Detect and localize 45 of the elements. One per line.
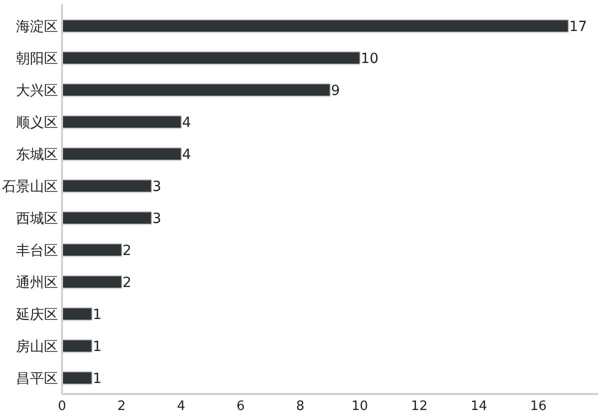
y-tick-label: 大兴区 xyxy=(16,83,58,99)
data-label: 3 xyxy=(152,211,162,227)
data-label: 10 xyxy=(360,51,379,67)
bar xyxy=(62,372,92,384)
y-tick-label: 石景山区 xyxy=(2,179,58,195)
data-label: 2 xyxy=(122,243,132,259)
y-tick-label: 房山区 xyxy=(16,339,58,355)
data-label: 1 xyxy=(92,339,102,355)
data-label: 4 xyxy=(182,147,192,163)
data-label: 1 xyxy=(92,307,102,323)
bar xyxy=(62,116,182,128)
x-tick-label: 0 xyxy=(58,399,66,413)
bar xyxy=(62,148,182,160)
bar xyxy=(62,276,122,288)
y-tick-label: 朝阳区 xyxy=(16,51,58,67)
y-tick-label: 通州区 xyxy=(16,275,58,291)
bar xyxy=(62,84,330,96)
y-tick-label: 东城区 xyxy=(16,147,58,163)
data-label: 17 xyxy=(569,19,588,35)
x-tick-label: 16 xyxy=(530,399,547,413)
x-tick-label: 14 xyxy=(470,399,488,413)
y-tick-label: 延庆区 xyxy=(15,307,58,323)
bar xyxy=(62,244,122,256)
bar xyxy=(62,340,92,352)
y-tick-label: 丰台区 xyxy=(16,243,58,259)
x-tick-label: 4 xyxy=(176,399,186,413)
bar xyxy=(62,52,360,64)
y-tick-label: 昌平区 xyxy=(16,371,58,387)
data-label: 4 xyxy=(182,115,192,131)
bar xyxy=(62,212,152,224)
y-tick-label: 西城区 xyxy=(16,211,58,227)
data-label: 9 xyxy=(331,83,340,99)
x-tick-label: 12 xyxy=(411,399,428,413)
x-tick-label: 2 xyxy=(117,399,126,413)
x-tick-label: 8 xyxy=(296,399,304,413)
bar xyxy=(62,20,569,32)
x-tick-label: 6 xyxy=(236,399,245,413)
bar xyxy=(62,180,152,192)
x-tick-label: 10 xyxy=(352,399,368,413)
data-label: 1 xyxy=(92,371,102,387)
bar xyxy=(62,308,92,320)
y-tick-label: 顺义区 xyxy=(16,115,58,131)
data-label: 3 xyxy=(152,179,162,195)
y-tick-label: 海淀区 xyxy=(16,19,58,35)
data-label: 2 xyxy=(122,275,132,291)
